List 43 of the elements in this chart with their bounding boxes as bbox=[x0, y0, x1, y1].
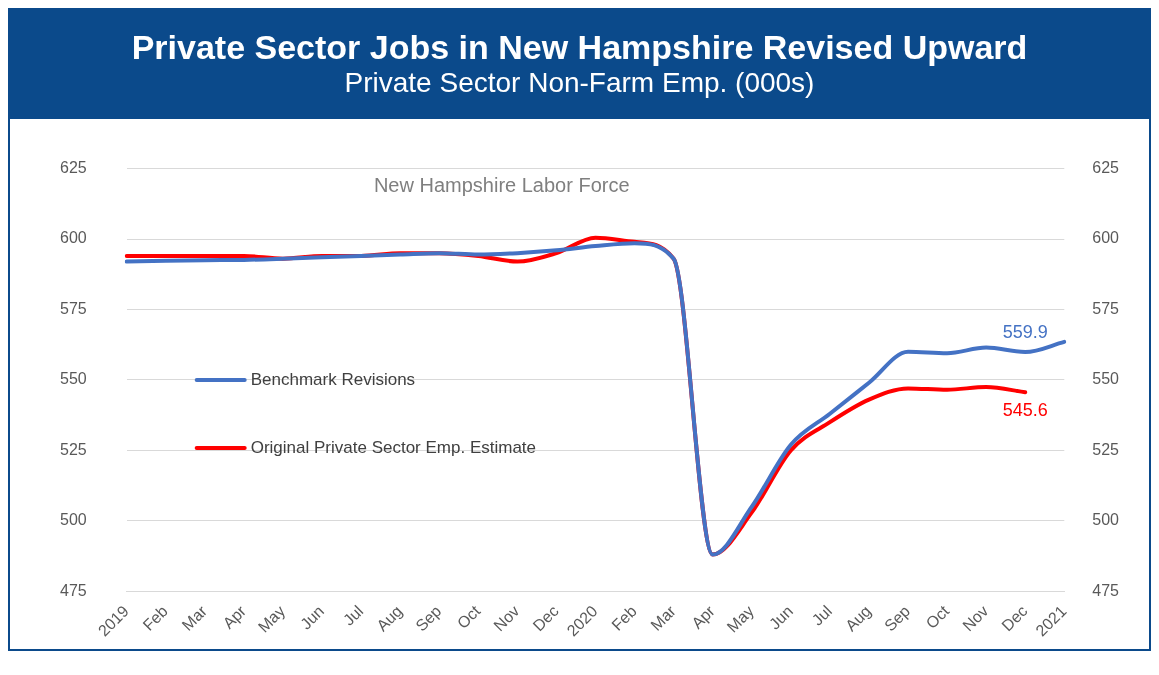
x-tick-label: Apr bbox=[219, 601, 250, 632]
x-tick-label: May bbox=[254, 602, 289, 636]
y-tick-label: 575 bbox=[59, 299, 87, 317]
x-tick-label: Jul bbox=[808, 602, 836, 629]
y2-tick-label: 625 bbox=[1092, 159, 1120, 177]
x-tick-label: Dec bbox=[998, 602, 1031, 635]
x-tick-label: Oct bbox=[922, 601, 953, 632]
chart-subtitle: Private Sector Non-Farm Emp. (000s) bbox=[343, 67, 816, 99]
x-tick-label: Nov bbox=[959, 602, 992, 635]
chart-title: Private Sector Jobs in New Hampshire Revised Upward bbox=[130, 28, 1029, 67]
x-tick-label: Aug bbox=[842, 602, 875, 635]
y-tick-label: 475 bbox=[59, 581, 87, 599]
x-tick-label: Jun bbox=[297, 602, 328, 633]
y-tick-label: 500 bbox=[59, 511, 87, 529]
y2-tick-label: 600 bbox=[1092, 229, 1120, 247]
x-tick-label: Feb bbox=[608, 602, 640, 634]
x-tick-label: Feb bbox=[139, 602, 172, 634]
y-tick-label: 625 bbox=[59, 159, 87, 177]
y-tick-label: 600 bbox=[59, 229, 87, 247]
x-tick-label: Jul bbox=[339, 602, 367, 629]
y2-tick-label: 550 bbox=[1092, 370, 1120, 388]
y2-tick-label: 575 bbox=[1092, 299, 1120, 317]
data-label: 545.6 bbox=[1002, 400, 1048, 421]
y2-tick-label: 525 bbox=[1092, 440, 1120, 458]
data-label: 559.9 bbox=[1002, 322, 1048, 342]
y-tick-label: 550 bbox=[59, 370, 87, 388]
x-tick-label: Sep bbox=[881, 602, 914, 635]
x-tick-label: Jun bbox=[765, 602, 797, 633]
y2-tick-label: 475 bbox=[1092, 581, 1120, 599]
x-tick-label: Aug bbox=[373, 602, 406, 635]
annotation: New Hampshire Labor Force bbox=[373, 174, 630, 197]
x-tick-label: Dec bbox=[529, 602, 562, 635]
x-tick-label: Apr bbox=[688, 601, 719, 632]
x-tick-label: Mar bbox=[178, 601, 211, 634]
x-tick-label: Oct bbox=[453, 601, 484, 632]
x-tick-label: Mar bbox=[647, 601, 680, 634]
legend-label: Original Private Sector Emp. Estimate bbox=[250, 437, 537, 457]
y-tick-label: 525 bbox=[59, 440, 87, 458]
x-tick-label: May bbox=[723, 602, 758, 636]
y2-tick-label: 500 bbox=[1092, 511, 1120, 529]
x-tick-label: Nov bbox=[490, 602, 523, 635]
x-tick-label: Sep bbox=[412, 602, 445, 635]
legend-label: Benchmark Revisions bbox=[250, 369, 416, 389]
